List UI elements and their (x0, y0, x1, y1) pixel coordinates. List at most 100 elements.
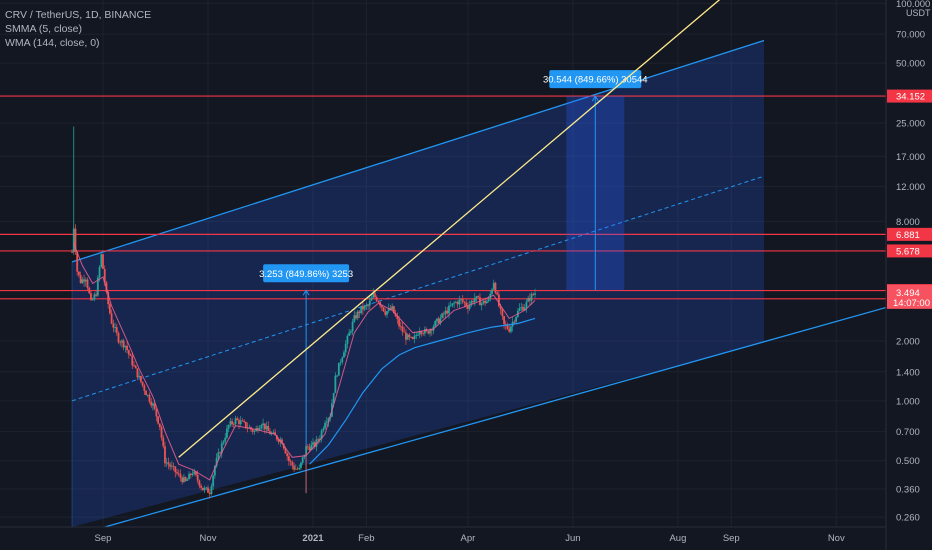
candle (189, 472, 192, 479)
candle (448, 302, 450, 319)
candle-body (191, 473, 194, 476)
candle-body (220, 443, 223, 454)
candle (208, 489, 211, 499)
candle (102, 253, 104, 270)
candle-body (525, 301, 528, 308)
chart-legend: CRV / TetherUS, 1D, BINANCE SMMA (5, clo… (5, 8, 151, 50)
candle (207, 485, 209, 493)
candle-body (95, 294, 98, 296)
candle-body (353, 315, 356, 322)
candle-body (222, 441, 225, 444)
symbol-title[interactable]: CRV / TetherUS, 1D, BINANCE (5, 9, 152, 21)
candle (129, 353, 132, 357)
candle (480, 301, 483, 311)
price-tick: 70.000 (896, 30, 925, 41)
candle (442, 311, 445, 319)
candle (205, 486, 208, 491)
candle-body (491, 289, 493, 294)
candle-body (138, 375, 141, 378)
candle-body (449, 305, 452, 307)
candle (201, 487, 204, 491)
candle-body (439, 317, 442, 324)
time-tick: Feb (358, 533, 374, 544)
wma-line (309, 317, 536, 465)
candle (508, 324, 511, 333)
candle (300, 462, 302, 471)
candle (124, 345, 127, 353)
candle (456, 300, 459, 308)
candle-body (482, 300, 485, 304)
candle-body (272, 432, 275, 434)
candle (134, 364, 137, 369)
candle-body (226, 428, 228, 438)
candle-body (325, 421, 328, 423)
candle (88, 286, 91, 295)
candle-body (181, 477, 184, 483)
candle-body (115, 327, 118, 333)
candle (177, 469, 180, 477)
candle (422, 331, 425, 336)
candle (308, 443, 311, 453)
candle-body (136, 368, 139, 378)
candle-body (227, 425, 230, 429)
candle-body (375, 297, 378, 302)
candle (155, 408, 158, 422)
candle-body (534, 293, 536, 295)
candle-body (398, 319, 400, 327)
candle (222, 439, 225, 446)
candle-body (370, 297, 373, 301)
indicator-smma[interactable]: SMMA (5, close) (5, 23, 83, 35)
price-tick: 0.360 (896, 485, 920, 496)
time-tick: Jun (565, 533, 580, 544)
projection-callout (549, 70, 642, 89)
candle (401, 322, 404, 336)
candle-body (248, 427, 251, 429)
candle (496, 290, 499, 296)
candle-body (320, 430, 323, 439)
candle-body (470, 301, 473, 305)
candle (127, 349, 130, 359)
candle-body (107, 292, 110, 305)
candle (108, 301, 111, 315)
candle (399, 321, 402, 331)
candle (243, 419, 246, 424)
candle (458, 295, 461, 309)
candle (503, 315, 505, 329)
indicator-wma[interactable]: WMA (144, close, 0) (5, 37, 100, 49)
candle (353, 310, 356, 323)
candle-body (387, 308, 390, 312)
candle (286, 451, 289, 461)
candle-body (195, 471, 197, 475)
candle (78, 271, 80, 278)
candle-body (496, 292, 499, 295)
candle-body (501, 309, 504, 317)
candle (534, 288, 536, 298)
candle-body (93, 294, 96, 300)
candle (437, 316, 440, 324)
candle-body (148, 394, 151, 402)
candle (454, 300, 457, 304)
candle-body (423, 329, 426, 334)
candle (288, 453, 290, 466)
candle (226, 424, 228, 440)
candle-body (396, 316, 399, 320)
candle-body (417, 334, 419, 336)
candle-body (74, 228, 77, 252)
candle (415, 332, 418, 340)
candle (95, 289, 98, 297)
candle (257, 425, 259, 433)
candle-body (444, 310, 447, 315)
candle (362, 301, 364, 315)
candle (384, 308, 387, 317)
candle (79, 271, 82, 284)
candle-body (403, 331, 406, 333)
candle (351, 318, 354, 336)
candle-body (83, 279, 85, 282)
candle-body (468, 304, 471, 309)
candle (169, 462, 172, 471)
candle-body (294, 468, 297, 470)
candle-body (405, 332, 407, 340)
candle-body (324, 422, 326, 429)
trendline (178, 0, 721, 458)
